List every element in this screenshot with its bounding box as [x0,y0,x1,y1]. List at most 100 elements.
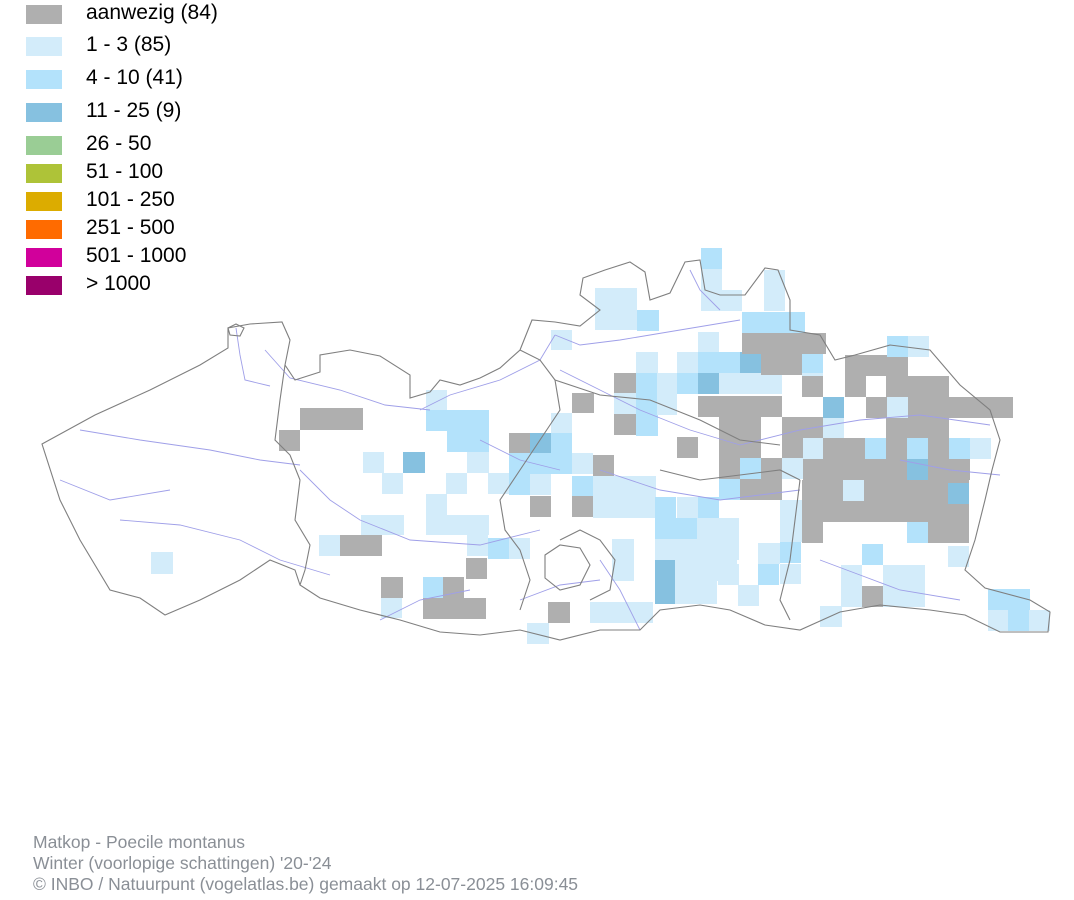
legend-swatch [26,70,62,89]
grid-cell [319,535,340,556]
grid-cell [928,522,969,543]
border-line [659,469,801,481]
grid-cell [426,390,447,410]
border-line [554,379,781,446]
river-line [819,559,961,601]
grid-cell [655,497,676,518]
grid-cell [593,476,656,497]
distribution-map [41,248,1051,644]
grid-cell [509,453,572,474]
grid-cell [447,431,489,452]
legend-item: 11 - 25 (9) [26,98,286,126]
grid-cell [761,458,782,479]
grid-cell [865,438,886,459]
grid-cell [740,458,761,479]
grid-cell [593,455,614,476]
map-credits: Matkop - Poecile montanus Winter (voorlo… [33,832,578,895]
grid-cell [509,433,530,453]
grid-cell [907,522,928,543]
legend-item: 26 - 50 [26,131,286,159]
legend-label: 4 - 10 (41) [86,66,183,89]
grid-cell [988,610,1009,631]
river-line [599,559,641,631]
grid-cell [655,560,675,604]
grid-cell [363,452,384,473]
grid-cell [887,397,908,418]
grid-cell [300,408,363,430]
legend-swatch [26,136,62,155]
border-line [227,323,245,337]
grid-cell [862,544,883,565]
grid-cell [742,312,805,333]
grid-cell [698,497,719,518]
legend-item: aanwezig (84) [26,0,286,28]
grid-cell [590,602,653,623]
legend-item: 251 - 500 [26,215,286,243]
legend-swatch [26,37,62,56]
grid-cell [782,438,803,459]
grid-cell [677,497,698,518]
grid-cell [677,437,698,458]
grid-cell [381,598,402,618]
river-line [379,589,471,621]
grid-cell [740,352,761,373]
grid-cell [595,288,637,330]
grid-cell [740,479,782,500]
grid-cell [758,543,780,564]
grid-cell [382,473,403,494]
grid-cell [719,479,740,500]
grid-cell [548,602,570,623]
legend-label: 251 - 500 [86,216,175,239]
grid-cell [675,581,717,604]
grid-cell [738,585,759,606]
grid-cell [907,501,969,522]
grid-cell [866,459,907,480]
river-line [419,334,556,411]
grid-cell [423,577,443,598]
grid-cell [698,373,719,394]
legend-item: > 1000 [26,271,286,299]
grid-cell [886,376,949,397]
grid-cell [446,473,467,494]
grid-cell [904,586,925,607]
grid-cell [802,501,823,522]
grid-cell [764,290,785,311]
grid-cell [698,396,782,417]
grid-cell [742,333,826,354]
grid-cell [530,496,551,517]
grid-cell [614,373,636,394]
grid-cell [780,564,801,584]
grid-cell [988,589,1030,610]
grid-cell [928,438,949,459]
grid-cell [782,354,802,375]
river-line [599,469,801,501]
grid-cell [948,483,969,504]
grid-cell [761,354,782,375]
legend-label: > 1000 [86,272,151,295]
legend-label: 11 - 25 (9) [86,99,182,122]
grid-cell [887,336,908,357]
grid-cell [467,452,489,473]
grid-cell [866,397,887,418]
grid-cell [719,458,740,479]
grid-cell [151,552,173,574]
legend-item: 51 - 100 [26,159,286,187]
legend-swatch [26,5,62,24]
grid-cell [883,565,904,586]
grid-cell [509,474,530,495]
grid-cell [908,397,929,418]
grid-cell [466,558,487,579]
grid-cell [823,397,844,418]
grid-cell [904,565,925,586]
legend-label: 26 - 50 [86,132,152,155]
grid-cell [572,496,593,517]
river-line [79,429,301,466]
grid-cell [950,397,1013,418]
grid-cell [824,459,866,480]
grid-cell [572,393,594,413]
grid-cell [340,535,382,556]
province-borders [41,259,1051,641]
grid-cell [698,352,719,373]
grid-cell [802,480,843,501]
legend-swatch [26,103,62,122]
